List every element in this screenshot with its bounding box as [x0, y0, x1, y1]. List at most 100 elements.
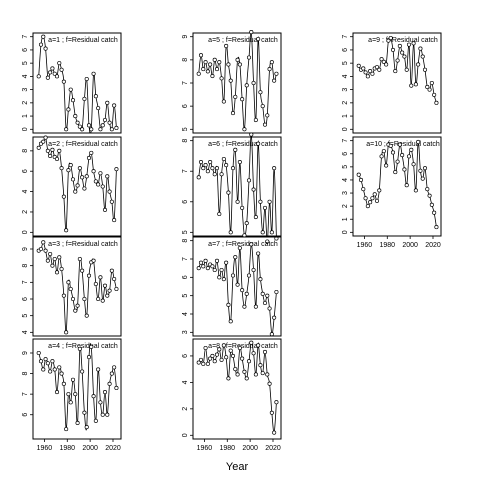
data-point — [393, 69, 398, 74]
data-point — [43, 357, 48, 362]
panel-frame — [352, 136, 442, 237]
y-tick-label: 2 — [342, 101, 349, 105]
data-point — [244, 221, 249, 226]
data-point — [427, 87, 432, 92]
data-point — [102, 117, 108, 123]
data-point — [406, 154, 412, 159]
data-point — [59, 166, 64, 171]
y-tick-label: 4 — [22, 330, 29, 334]
y-tick-label: 6 — [182, 275, 189, 279]
y-tick-label: 5 — [182, 127, 189, 131]
data-point — [105, 100, 110, 105]
data-point — [262, 205, 268, 210]
data-point — [217, 211, 222, 217]
series-line — [38, 343, 117, 431]
data-point — [400, 153, 405, 158]
data-point — [363, 70, 368, 75]
data-point — [235, 199, 240, 204]
data-point — [48, 251, 53, 257]
data-point — [66, 168, 71, 173]
y-tick-label: 8 — [182, 239, 189, 243]
data-point — [235, 372, 240, 377]
data-point — [365, 204, 370, 209]
data-point — [256, 343, 261, 348]
data-point — [251, 351, 256, 356]
data-point — [80, 369, 85, 374]
data-point — [230, 273, 236, 278]
data-point — [91, 71, 96, 76]
data-point — [251, 80, 256, 86]
data-point — [68, 87, 73, 92]
data-point — [422, 166, 428, 171]
data-point — [246, 273, 252, 278]
data-point — [253, 372, 258, 377]
data-point — [91, 258, 96, 263]
data-point — [100, 184, 105, 189]
y-tick-label: 8 — [22, 264, 29, 268]
data-point — [80, 268, 85, 273]
data-point — [210, 166, 215, 171]
data-point — [105, 293, 110, 298]
data-point — [80, 127, 85, 132]
y-tick-label: 7 — [182, 169, 189, 173]
y-tick-label: 8 — [182, 139, 189, 143]
panel-title: a=9 ; f=Residual catch — [368, 37, 438, 44]
data-point — [73, 189, 78, 194]
data-point — [397, 142, 402, 147]
data-point — [274, 400, 279, 405]
y-tick-label: 6 — [182, 200, 189, 204]
data-point — [61, 194, 66, 199]
data-point — [208, 62, 213, 67]
panel-frame — [192, 136, 282, 237]
data-point — [105, 174, 110, 179]
data-point — [52, 71, 57, 76]
data-point — [50, 359, 55, 364]
data-point — [59, 67, 64, 72]
data-point — [269, 230, 274, 235]
data-point — [372, 192, 377, 197]
data-point — [50, 263, 55, 268]
data-point — [432, 210, 437, 215]
data-point — [82, 296, 87, 302]
data-point — [75, 420, 80, 426]
data-point — [68, 400, 73, 405]
data-point — [221, 99, 226, 104]
data-point — [258, 277, 263, 282]
data-point — [41, 139, 46, 144]
data-point — [89, 150, 94, 155]
data-point — [413, 188, 418, 193]
data-point — [91, 394, 96, 399]
data-point — [429, 202, 434, 207]
data-point — [242, 127, 247, 132]
data-point — [230, 166, 236, 171]
data-point — [210, 264, 215, 269]
data-point — [272, 166, 277, 171]
data-point — [64, 330, 69, 335]
data-point — [41, 34, 46, 39]
data-point — [93, 179, 98, 184]
panel-3: 0 1 2 3 4 5 6 7 a=9 ; f=Residual catch — [342, 32, 442, 134]
data-point — [235, 57, 240, 62]
data-point — [361, 66, 366, 71]
data-point — [114, 286, 119, 292]
data-point — [406, 42, 412, 47]
data-point — [358, 177, 364, 183]
data-point — [219, 357, 224, 362]
data-point — [249, 242, 254, 247]
data-point — [98, 171, 103, 176]
data-point — [86, 355, 92, 360]
data-point — [262, 349, 268, 355]
data-point — [50, 147, 55, 152]
data-point — [52, 367, 57, 372]
data-point — [57, 365, 62, 370]
data-point — [64, 427, 69, 432]
x-tick-label: 1960 — [37, 445, 53, 452]
series-line — [198, 33, 277, 130]
data-point — [98, 127, 103, 132]
data-point — [89, 344, 94, 349]
data-point — [240, 288, 245, 293]
y-tick-label: 2 — [182, 407, 189, 411]
data-point — [45, 148, 50, 153]
data-point — [50, 66, 55, 71]
panel-10: 0 2 4 6 1960 1980 2000 2020 a=8 ; f=Residual cat… — [182, 338, 282, 452]
